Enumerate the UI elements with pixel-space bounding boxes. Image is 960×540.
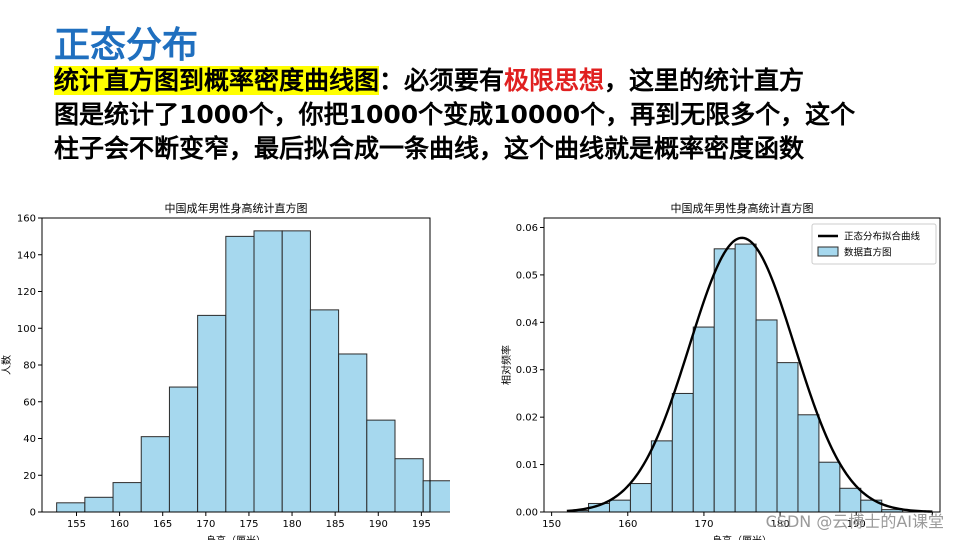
y-tick-label: 60 xyxy=(23,397,36,408)
y-tick-label: 0.01 xyxy=(516,460,538,471)
y-tick-label: 0.00 xyxy=(516,508,538,519)
histogram-bar xyxy=(309,309,340,513)
histogram-bar xyxy=(112,482,142,513)
x-tick-label: 160 xyxy=(110,519,129,530)
chart-title: 中国成年男性身高统计直方图 xyxy=(671,201,814,215)
legend-label-bars: 数据直方图 xyxy=(844,247,892,259)
x-tick-label: 170 xyxy=(694,519,713,530)
y-tick-label: 0.05 xyxy=(516,270,538,281)
y-tick-label: 20 xyxy=(23,471,36,482)
histogram-bar xyxy=(671,392,694,513)
histogram-bar xyxy=(692,326,715,513)
histogram-bar xyxy=(713,248,736,513)
density-histogram-chart: 150 160 170 180 190 0.00 0.01 0.02 0.03 0.04 0.05 0… xyxy=(500,201,941,540)
y-tick-label: 0.06 xyxy=(516,223,538,234)
histogram-bar xyxy=(140,436,170,513)
body-text: 统计直方图到概率密度曲线图：必须要有极限思想，这里的统计直方 图是统计了1000… xyxy=(54,64,954,166)
normal-fit-curve xyxy=(566,236,933,513)
x-tick-label: 185 xyxy=(326,519,345,530)
x-tick-label: 190 xyxy=(369,519,388,530)
histogram-bar xyxy=(366,419,396,513)
histogram-bar xyxy=(422,480,450,513)
body-line-1-part-b: ，这里的统计直方 xyxy=(604,66,805,95)
watermark: CSDN @云博士的AI课堂 xyxy=(765,512,944,531)
body-line-1: 统计直方图到概率密度曲线图：必须要有极限思想，这里的统计直方 xyxy=(54,64,954,98)
histogram-bar xyxy=(797,414,820,513)
y-axis-label: 相对频率 xyxy=(500,345,513,385)
x-tick-label: 170 xyxy=(196,519,215,530)
chart-title: 中国成年男性身高统计直方图 xyxy=(165,201,308,215)
x-tick-label: 160 xyxy=(618,519,637,530)
histogram-bar xyxy=(281,230,311,513)
slide-title: 正态分布 xyxy=(54,25,199,66)
y-tick-label: 0 xyxy=(30,508,36,519)
histogram-bar xyxy=(56,502,86,513)
x-tick-label: 150 xyxy=(542,519,561,530)
y-tick-label: 120 xyxy=(17,287,36,298)
x-tick-label: 175 xyxy=(239,519,258,530)
body-line-1-part-a: ：必须要有 xyxy=(379,66,505,95)
x-tick-label: 180 xyxy=(771,519,790,530)
x-tick-label: 155 xyxy=(67,519,86,530)
histogram-bar xyxy=(818,461,841,513)
x-axis-label: 身高（厘米） xyxy=(712,534,772,540)
emphasis-phrase: 极限思想 xyxy=(504,66,605,95)
histogram-bar xyxy=(253,230,283,513)
histogram-bar xyxy=(776,362,799,513)
x-axis-label: 身高（厘米） xyxy=(206,534,266,540)
histogram-bar xyxy=(629,483,652,513)
highlighted-phrase: 统计直方图到概率密度曲线图 xyxy=(54,66,380,95)
histogram-bar xyxy=(168,386,199,513)
legend-bar-swatch xyxy=(817,246,839,257)
y-tick-label: 160 xyxy=(17,214,36,225)
body-line-3: 柱子会不断变窄，最后拟合成一条曲线，这个曲线就是概率密度函数 xyxy=(54,134,805,163)
y-tick-label: 40 xyxy=(23,434,36,445)
histogram-bar xyxy=(608,499,631,513)
y-tick-label: 140 xyxy=(17,250,36,261)
plot-frame xyxy=(543,217,941,513)
y-axis-label: 人数 xyxy=(0,355,13,375)
x-tick-label: 165 xyxy=(153,519,172,530)
histogram-bar xyxy=(734,243,757,513)
legend-box xyxy=(811,223,937,265)
x-tick-label: 180 xyxy=(282,519,301,530)
body-line-2: 图是统计了1000个，你把1000个变成10000个，再到无限多个，这个 xyxy=(54,100,856,129)
histogram-bar xyxy=(197,314,227,513)
y-tick-label: 0.02 xyxy=(516,413,538,424)
y-tick-label: 0.04 xyxy=(516,318,538,329)
y-tick-label: 0.03 xyxy=(516,365,538,376)
histogram-bar xyxy=(84,496,114,513)
histogram-bar xyxy=(225,235,255,513)
histogram-bar xyxy=(394,458,424,513)
y-tick-label: 100 xyxy=(17,324,36,335)
histogram-bar xyxy=(650,440,673,513)
y-tick-label: 80 xyxy=(23,361,36,372)
x-tick-label: 195 xyxy=(412,519,431,530)
histogram-bar xyxy=(755,319,778,513)
histogram-bar xyxy=(338,353,368,513)
x-tick-label: 190 xyxy=(847,519,866,530)
count-histogram-chart: 155 160 165 170 175 180 185 190 195 0 20 40 60 80 100 1… xyxy=(0,201,450,540)
legend-label-curve: 正态分布拟合曲线 xyxy=(844,231,921,243)
